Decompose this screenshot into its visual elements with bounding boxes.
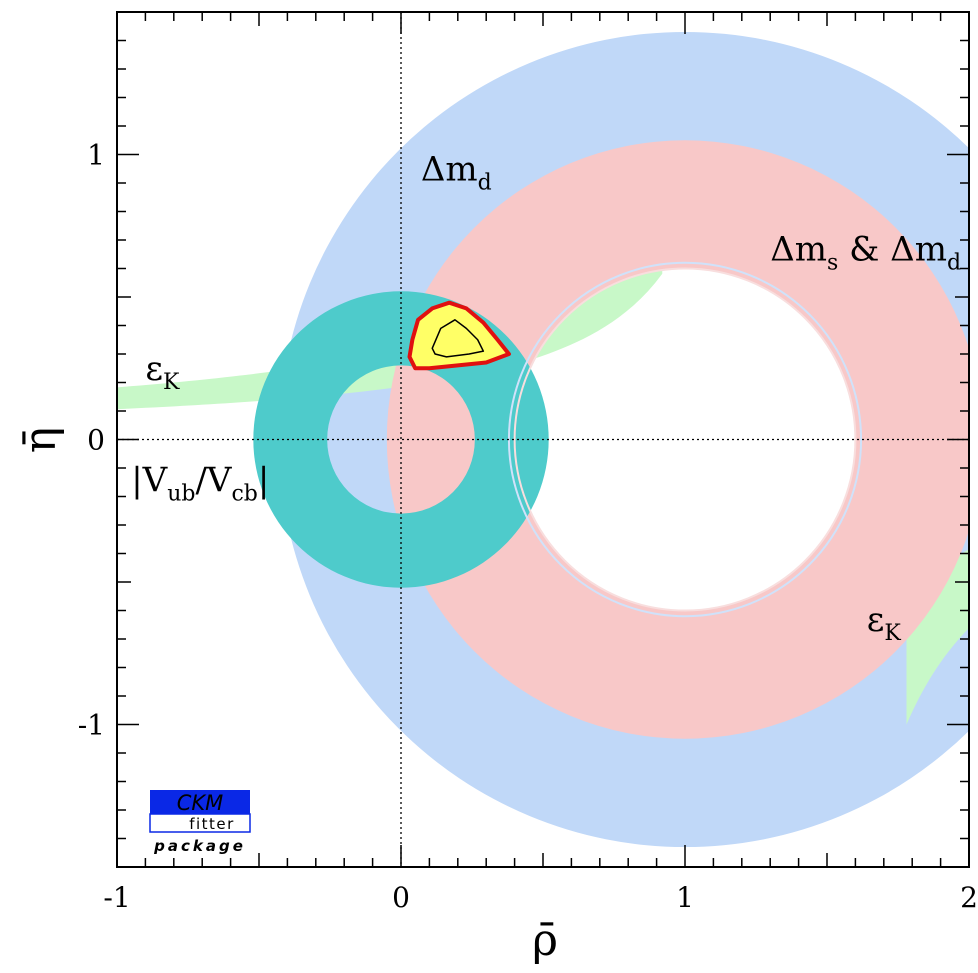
x-tick-label: -1 <box>103 881 130 914</box>
logo-middle-box <box>149 813 251 833</box>
y-tick-label: 1 <box>87 139 105 172</box>
band-label-4: εK <box>867 600 902 646</box>
band-label-1: Δms & Δmd <box>770 230 961 276</box>
band-label-3: εK <box>145 349 180 395</box>
band-delta-ms <box>386 140 969 739</box>
logo-middle-text: fitter <box>189 815 235 833</box>
ckmfitter-logo: CKM fitter package <box>149 790 251 855</box>
band-edge-inner-1 <box>513 267 857 612</box>
band-label-2: |Vub/Vcb| <box>131 460 269 506</box>
logo-top-text: CKM <box>177 791 224 815</box>
constraint-bands <box>117 32 969 847</box>
y-axis-title: η̄ <box>15 427 66 453</box>
x-axis-title: ρ̄ <box>532 915 558 966</box>
reference-lines <box>117 12 969 867</box>
fit-region <box>407 300 511 371</box>
logo-top-bar <box>150 790 250 814</box>
band-labels: Δmd Δms & Δmd |Vub/Vcb| εK εK <box>131 150 961 646</box>
y-tick-label: -1 <box>78 709 105 742</box>
x-tick-label: 0 <box>392 881 410 914</box>
x-tick-label: 1 <box>676 881 694 914</box>
axis-ticks <box>116 11 970 868</box>
logo-bottom-text: package <box>153 837 246 855</box>
band-label-0: Δmd <box>421 150 492 196</box>
y-tick-label: 0 <box>87 424 105 457</box>
x-tick-label: 2 <box>960 881 978 914</box>
fit-inner-contour <box>431 319 485 358</box>
tick-labels: -1 0 1 2 1 0 -1 <box>78 139 978 915</box>
